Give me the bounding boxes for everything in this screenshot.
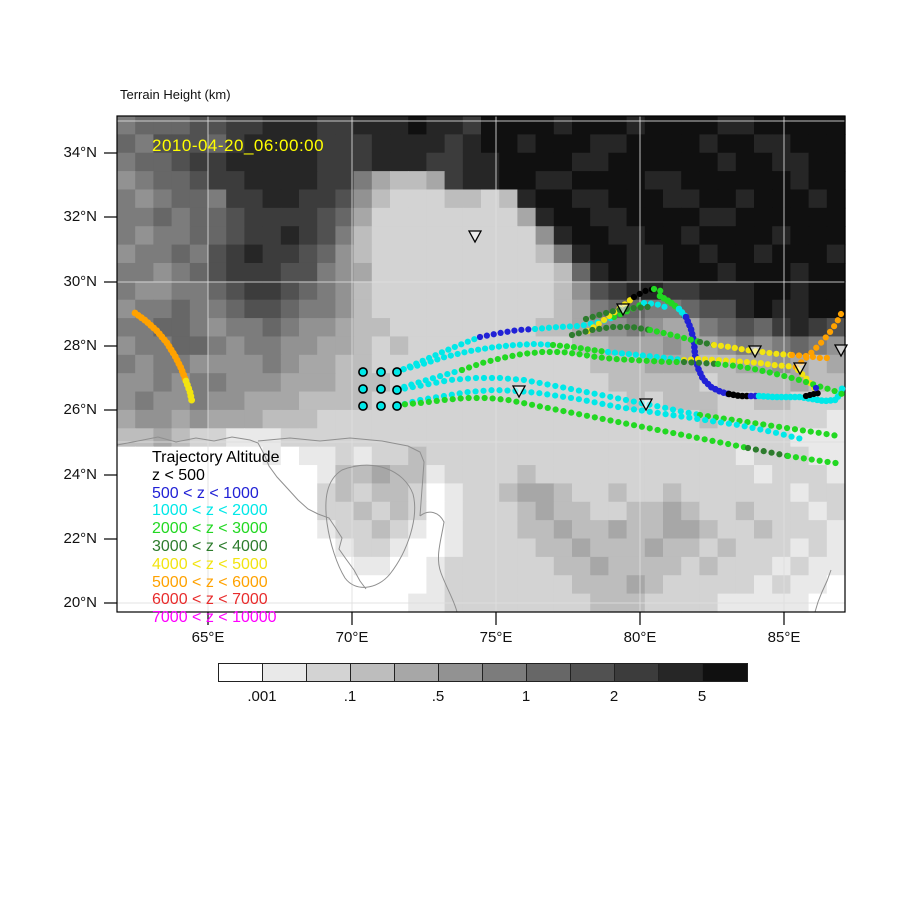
y-tick-label-30°N: 30°N	[63, 273, 97, 290]
colorbar-cell-5	[439, 664, 483, 681]
legend-entry-4: 3000 < z < 4000	[152, 537, 268, 555]
colorbar-cell-4	[395, 664, 439, 681]
legend-entry-2: 1000 < z < 2000	[152, 502, 268, 520]
y-tick-label-20°N: 20°N	[63, 594, 97, 611]
y-tick-label-24°N: 24°N	[63, 466, 97, 483]
trajectory-altitude-legend: Trajectory Altitude z < 500 500 < z < 100…	[152, 449, 279, 627]
legend-entry-7: 6000 < z < 7000	[152, 591, 268, 609]
colorbar-label-5: 5	[697, 688, 707, 705]
colorbar-cell-2	[307, 664, 351, 681]
y-tick-label-26°N: 26°N	[63, 401, 97, 418]
colorbar-cell-7	[527, 664, 571, 681]
colorbar-cell-8	[571, 664, 615, 681]
y-tick-label-34°N: 34°N	[63, 144, 97, 161]
colorbar-cell-9	[615, 664, 659, 681]
x-tick-label-80°E: 80°E	[623, 629, 657, 646]
plot-title: Terrain Height (km)	[120, 87, 231, 102]
colorbar-cell-10	[659, 664, 703, 681]
colorbar-label-2: 2	[609, 688, 619, 705]
legend-entry-5: 4000 < z < 5000	[152, 555, 268, 573]
colorbar-label-.5: .5	[431, 688, 445, 705]
y-tick-label-22°N: 22°N	[63, 530, 97, 547]
colorbar-cell-6	[483, 664, 527, 681]
y-tick-label-28°N: 28°N	[63, 337, 97, 354]
colorbar-label-.001: .001	[247, 688, 277, 705]
colorbar-label-.1: .1	[343, 688, 357, 705]
colorbar-cell-0	[219, 664, 263, 681]
legend-entry-3: 2000 < z < 3000	[152, 520, 268, 538]
legend-entry-1: 500 < z < 1000	[152, 484, 259, 502]
x-tick-label-85°E: 85°E	[767, 629, 801, 646]
colorbar-cell-3	[351, 664, 395, 681]
legend-entry-0: z < 500	[152, 466, 205, 484]
legend-entry-6: 5000 < z < 6000	[152, 573, 268, 591]
colorbar-cell-1	[263, 664, 307, 681]
colorbar-label-1: 1	[521, 688, 531, 705]
legend-entry-8: 7000 < z < 10000	[152, 609, 277, 627]
x-tick-label-75°E: 75°E	[479, 629, 513, 646]
legend-title: Trajectory Altitude	[152, 449, 280, 466]
colorbar-cell-11	[703, 664, 747, 681]
y-tick-label-32°N: 32°N	[63, 208, 97, 225]
terrain-colorbar	[218, 663, 748, 682]
x-tick-label-70°E: 70°E	[335, 629, 369, 646]
timestamp-label: 2010-04-20_06:00:00	[152, 136, 325, 155]
x-tick-label-65°E: 65°E	[191, 629, 225, 646]
